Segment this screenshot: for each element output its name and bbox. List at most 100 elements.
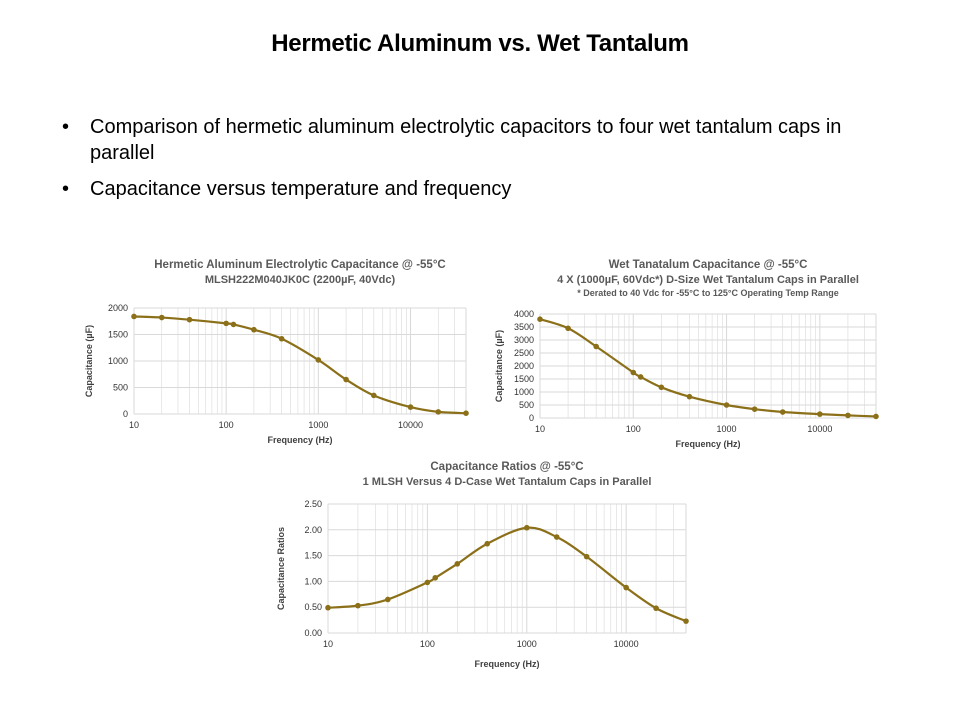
data-point xyxy=(424,579,431,586)
data-point xyxy=(435,409,442,415)
chart-title: Wet Tanatalum Capacitance @ -55°C xyxy=(609,259,808,271)
data-point xyxy=(186,316,193,323)
x-tick-label: 10000 xyxy=(807,424,832,434)
data-point xyxy=(873,413,879,420)
data-point xyxy=(343,376,349,383)
bullet-item: • Comparison of hermetic aluminum electro… xyxy=(62,114,902,166)
y-tick-label: 0.00 xyxy=(304,628,322,638)
x-tick-label: 100 xyxy=(420,639,435,649)
y-tick-label: 2.50 xyxy=(304,499,322,509)
y-tick-label: 4000 xyxy=(514,309,534,319)
slide-title: Hermetic Aluminum vs. Wet Tantalum xyxy=(271,30,689,57)
data-point xyxy=(583,553,590,560)
y-tick-label: 500 xyxy=(519,400,534,410)
data-point xyxy=(325,604,331,611)
chart-note: * Derated to 40 Vdc for -55°C to 125°C O… xyxy=(577,288,839,298)
data-point xyxy=(432,574,439,581)
data-point xyxy=(158,314,165,321)
capacitance-ratio-chart: Capacitance Ratios @ -55°C 1 MLSH Versus … xyxy=(276,461,689,669)
y-tick-label: 1000 xyxy=(108,356,128,366)
y-tick-label: 2000 xyxy=(514,361,534,371)
data-point xyxy=(230,321,237,328)
chart-title: Capacitance Ratios @ -55°C xyxy=(430,461,583,473)
data-point xyxy=(553,534,560,540)
x-tick-label: 1000 xyxy=(308,420,328,430)
data-point xyxy=(593,343,599,350)
series-line xyxy=(133,315,467,415)
bullet-dot: • xyxy=(62,116,70,138)
y-tick-label: 1.50 xyxy=(304,551,322,561)
data-point xyxy=(454,561,461,567)
data-point xyxy=(686,393,693,400)
tantalum-capacitance-chart: Wet Tanatalum Capacitance @ -55°C 4 X (10… xyxy=(494,259,879,449)
data-point xyxy=(223,320,229,327)
data-point xyxy=(653,605,659,612)
x-tick-label: 1000 xyxy=(517,639,537,649)
y-tick-label: 1000 xyxy=(514,387,534,397)
y-tick-label: 3500 xyxy=(514,322,534,332)
data-point xyxy=(484,540,491,547)
x-tick-label: 10000 xyxy=(614,639,639,649)
data-point xyxy=(779,409,786,415)
x-tick-label: 100 xyxy=(219,420,234,430)
chart-subtitle: 4 X (1000µF, 60Vdc*) D-Size Wet Tantalum… xyxy=(557,274,859,286)
bullet-text: Capacitance versus temperature and frequ… xyxy=(90,178,512,200)
data-point xyxy=(683,618,689,624)
series-line xyxy=(539,318,877,418)
data-point xyxy=(131,313,137,320)
y-tick-label: 1500 xyxy=(514,374,534,384)
bullet-text: Comparison of hermetic aluminum electrol… xyxy=(90,116,842,164)
data-point xyxy=(523,524,530,531)
y-tick-label: 0 xyxy=(529,413,534,423)
data-point xyxy=(371,392,377,399)
chart-subtitle: 1 MLSH Versus 4 D-Case Wet Tantalum Caps… xyxy=(363,476,652,488)
x-tick-label: 10 xyxy=(323,639,333,649)
x-tick-label: 10 xyxy=(535,424,545,434)
x-tick-label: 100 xyxy=(626,424,641,434)
data-point xyxy=(463,410,469,417)
y-tick-label: 1500 xyxy=(108,330,128,340)
x-axis-label: Frequency (Hz) xyxy=(267,435,332,445)
y-tick-label: 500 xyxy=(113,383,128,393)
y-tick-label: 0.50 xyxy=(304,602,322,612)
x-tick-label: 10000 xyxy=(398,420,423,430)
y-tick-label: 0 xyxy=(123,409,128,419)
aluminum-capacitance-chart: Hermetic Aluminum Electrolytic Capacitan… xyxy=(84,259,469,445)
data-point xyxy=(385,596,391,603)
x-axis-label: Frequency (Hz) xyxy=(474,659,539,669)
x-axis-label: Frequency (Hz) xyxy=(675,439,740,449)
data-point xyxy=(407,404,414,410)
data-point xyxy=(637,374,644,380)
y-tick-label: 1.00 xyxy=(304,576,322,586)
x-tick-label: 1000 xyxy=(717,424,737,434)
data-point xyxy=(817,411,823,417)
data-point xyxy=(723,402,730,408)
y-axis-label: Capacitance (µF) xyxy=(84,325,94,397)
y-tick-label: 2.00 xyxy=(304,525,322,535)
bullet-list: • Comparison of hermetic aluminum electro… xyxy=(62,114,902,212)
data-point xyxy=(751,406,758,412)
data-point xyxy=(630,369,637,376)
data-point xyxy=(278,335,285,342)
chart-subtitle: MLSH222M040JK0C (2200µF, 40Vdc) xyxy=(205,274,396,286)
data-point xyxy=(355,602,361,609)
data-point xyxy=(658,384,665,391)
data-point xyxy=(565,325,571,332)
data-point xyxy=(537,316,543,322)
y-axis-label: Capacitance (µF) xyxy=(494,330,504,402)
data-point xyxy=(845,412,851,419)
y-axis-label: Capacitance Ratios xyxy=(276,527,286,610)
x-tick-label: 10 xyxy=(129,420,139,430)
data-point xyxy=(623,584,629,591)
data-point xyxy=(251,326,257,333)
grid-lines xyxy=(133,307,467,415)
grid-lines xyxy=(539,313,877,419)
y-tick-label: 2000 xyxy=(108,303,128,313)
bullet-item: • Capacitance versus temperature and freq… xyxy=(62,176,902,202)
y-tick-label: 2500 xyxy=(514,348,534,358)
bullet-dot: • xyxy=(62,178,70,200)
grid-lines xyxy=(327,503,687,634)
chart-title: Hermetic Aluminum Electrolytic Capacitan… xyxy=(154,259,445,271)
data-point xyxy=(315,357,322,363)
y-tick-label: 3000 xyxy=(514,335,534,345)
